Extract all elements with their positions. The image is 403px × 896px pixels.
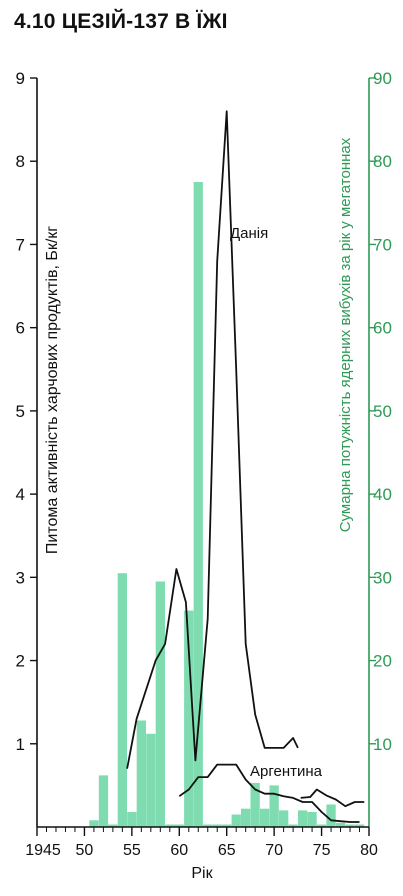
y-right-tick-label: 80 (373, 152, 392, 171)
bar-1954 (117, 573, 127, 827)
line-series-2 (300, 788, 365, 808)
y-left-tick-label: 9 (16, 69, 25, 88)
y-right-tick-label: 40 (373, 485, 392, 504)
bar-1962 (193, 182, 203, 827)
chart-title: 4.10 ЦЕЗІЙ-137 В ЇЖІ (14, 10, 228, 33)
bar-1967 (241, 808, 251, 827)
bar-1953 (108, 824, 118, 827)
bar-1957 (146, 733, 156, 827)
y-right-tick-label: 50 (373, 402, 392, 421)
annotation-denmark: Данія (230, 225, 268, 242)
bar-1956 (136, 720, 146, 827)
bar-1961 (184, 610, 194, 827)
y-right-tick-label: 30 (373, 568, 392, 587)
y-left-tick-label: 2 (16, 652, 25, 671)
bar-1964 (212, 824, 222, 827)
x-tick-label: 80 (360, 842, 378, 859)
bar-1970 (269, 785, 279, 827)
bar-1972 (288, 824, 298, 827)
x-tick-label: 65 (218, 842, 236, 859)
tick-labels: 1 2 3 4 5 6 7 8 9 10 20 30 40 50 60 70 80 90 1945 50 55 60 65 7… (16, 69, 392, 859)
annotations: Данія Аргентина (230, 225, 323, 780)
bar-1955 (127, 812, 137, 827)
y-right-tick-label: 60 (373, 319, 392, 338)
bar-1973 (298, 810, 308, 827)
y-axis-left-label: Питома активність харчових продуктів, Бк… (44, 226, 61, 554)
bar-1960 (174, 824, 184, 827)
y-left-tick-label: 3 (16, 568, 25, 587)
bar-1974 (307, 812, 317, 827)
bar-1959 (165, 824, 175, 827)
bar-1951 (89, 820, 99, 827)
bar-series (89, 182, 365, 827)
bar-1965 (222, 824, 232, 827)
x-axis-label: Рік (191, 865, 213, 882)
bar-1975 (316, 824, 327, 827)
bar-1969 (260, 808, 270, 827)
bar-1971 (279, 810, 289, 827)
bar-1979 (354, 824, 365, 827)
y-left-tick-label: 8 (16, 152, 25, 171)
bar-1968 (250, 782, 260, 827)
bar-1963 (203, 824, 213, 827)
x-tick-label: 55 (123, 842, 141, 859)
y-right-tick-label: 20 (373, 652, 392, 671)
axes (30, 77, 376, 836)
axis-labels: Рік Питома активність харчових продуктів… (44, 137, 354, 882)
x-tick-label: 50 (76, 842, 94, 859)
y-right-tick-label: 70 (373, 235, 392, 254)
bar-1958 (155, 581, 165, 827)
y-right-tick-label: 90 (373, 69, 392, 88)
y-left-tick-label: 7 (16, 235, 25, 254)
bar-1977 (335, 822, 346, 827)
annotation-argentina: Аргентина (250, 763, 323, 780)
line-series (126, 110, 365, 823)
y-left-tick-label: 4 (16, 485, 25, 504)
line-series-1 (178, 763, 360, 823)
x-tick-label: 75 (313, 842, 331, 859)
x-tick-label: 70 (265, 842, 283, 859)
bar-1952 (98, 775, 109, 827)
y-left-tick-label: 5 (16, 402, 25, 421)
y-left-tick-label: 1 (16, 735, 25, 754)
y-right-tick-label: 10 (373, 735, 392, 754)
y-left-tick-label: 6 (16, 319, 25, 338)
x-tick-label: 60 (170, 842, 188, 859)
y-axis-right-label: Сумарна потужність ядерних вибухів за рі… (337, 137, 354, 532)
x-tick-label: 1945 (25, 842, 61, 859)
bar-1978 (345, 824, 355, 827)
bar-1976 (326, 804, 336, 827)
bar-1966 (231, 814, 241, 827)
line-series-0 (126, 110, 299, 769)
